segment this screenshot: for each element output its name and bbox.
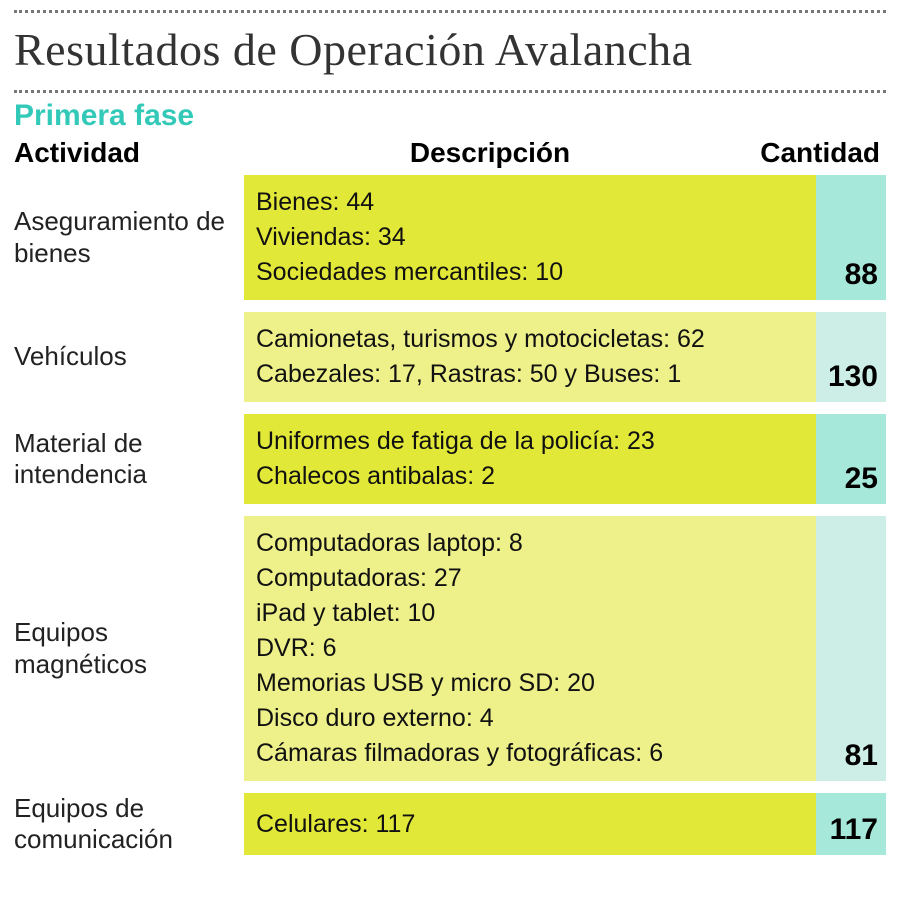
header-quantity: Cantidad (736, 137, 886, 169)
description-line: Uniformes de fatiga de la policía: 23 (256, 424, 804, 459)
description-cell: Celulares: 117 (244, 793, 816, 855)
description-line: DVR: 6 (256, 631, 804, 666)
description-line: iPad y tablet: 10 (256, 596, 804, 631)
activity-cell: Equipos de comunicación (14, 793, 244, 855)
quantity-cell: 130 (816, 312, 886, 402)
description-cell: Camionetas, turismos y motocicletas: 62C… (244, 312, 816, 402)
table-body: Aseguramiento de bienesBienes: 44Viviend… (14, 175, 886, 855)
description-cell: Uniformes de fatiga de la policía: 23Cha… (244, 414, 816, 504)
description-line: Cámaras filmadoras y fotográficas: 6 (256, 736, 804, 771)
quantity-cell: 88 (816, 175, 886, 300)
quantity-cell: 117 (816, 793, 886, 855)
header-description: Descripción (244, 137, 736, 169)
table-row: Equipos de comunicación Celulares: 117 117 (14, 793, 886, 855)
page-title: Resultados de Operación Avalancha (14, 13, 886, 90)
description-line: Memorias USB y micro SD: 20 (256, 666, 804, 701)
activity-cell: Vehículos (14, 312, 244, 402)
table-row: Material de intendenciaUniformes de fati… (14, 414, 886, 504)
quantity-cell: 81 (816, 516, 886, 781)
description-line: Bienes: 44 (256, 185, 804, 220)
description-line: Computadoras: 27 (256, 561, 804, 596)
table-header-row: Actividad Descripción Cantidad (14, 135, 886, 175)
activity-cell: Aseguramiento de bienes (14, 175, 244, 300)
description-line: Computadoras laptop: 8 (256, 526, 804, 561)
description-cell: Computadoras laptop: 8Computadoras: 27iP… (244, 516, 816, 781)
table-row: VehículosCamionetas, turismos y motocicl… (14, 312, 886, 402)
phase-subtitle: Primera fase (14, 93, 886, 135)
header-activity: Actividad (14, 137, 244, 169)
table-row: Equipos magnéticosComputadoras laptop: 8… (14, 516, 886, 781)
description-line: Camionetas, turismos y motocicletas: 62 (256, 322, 804, 357)
description-line: Sociedades mercantiles: 10 (256, 255, 804, 290)
description-line: Disco duro externo: 4 (256, 701, 804, 736)
quantity-cell: 25 (816, 414, 886, 504)
description-cell: Bienes: 44Viviendas: 34Sociedades mercan… (244, 175, 816, 300)
description-line: Celulares: 117 (256, 807, 804, 842)
activity-cell: Equipos magnéticos (14, 516, 244, 781)
description-line: Cabezales: 17, Rastras: 50 y Buses: 1 (256, 357, 804, 392)
table-row: Aseguramiento de bienesBienes: 44Viviend… (14, 175, 886, 300)
activity-cell: Material de intendencia (14, 414, 244, 504)
description-line: Chalecos antibalas: 2 (256, 459, 804, 494)
description-line: Viviendas: 34 (256, 220, 804, 255)
